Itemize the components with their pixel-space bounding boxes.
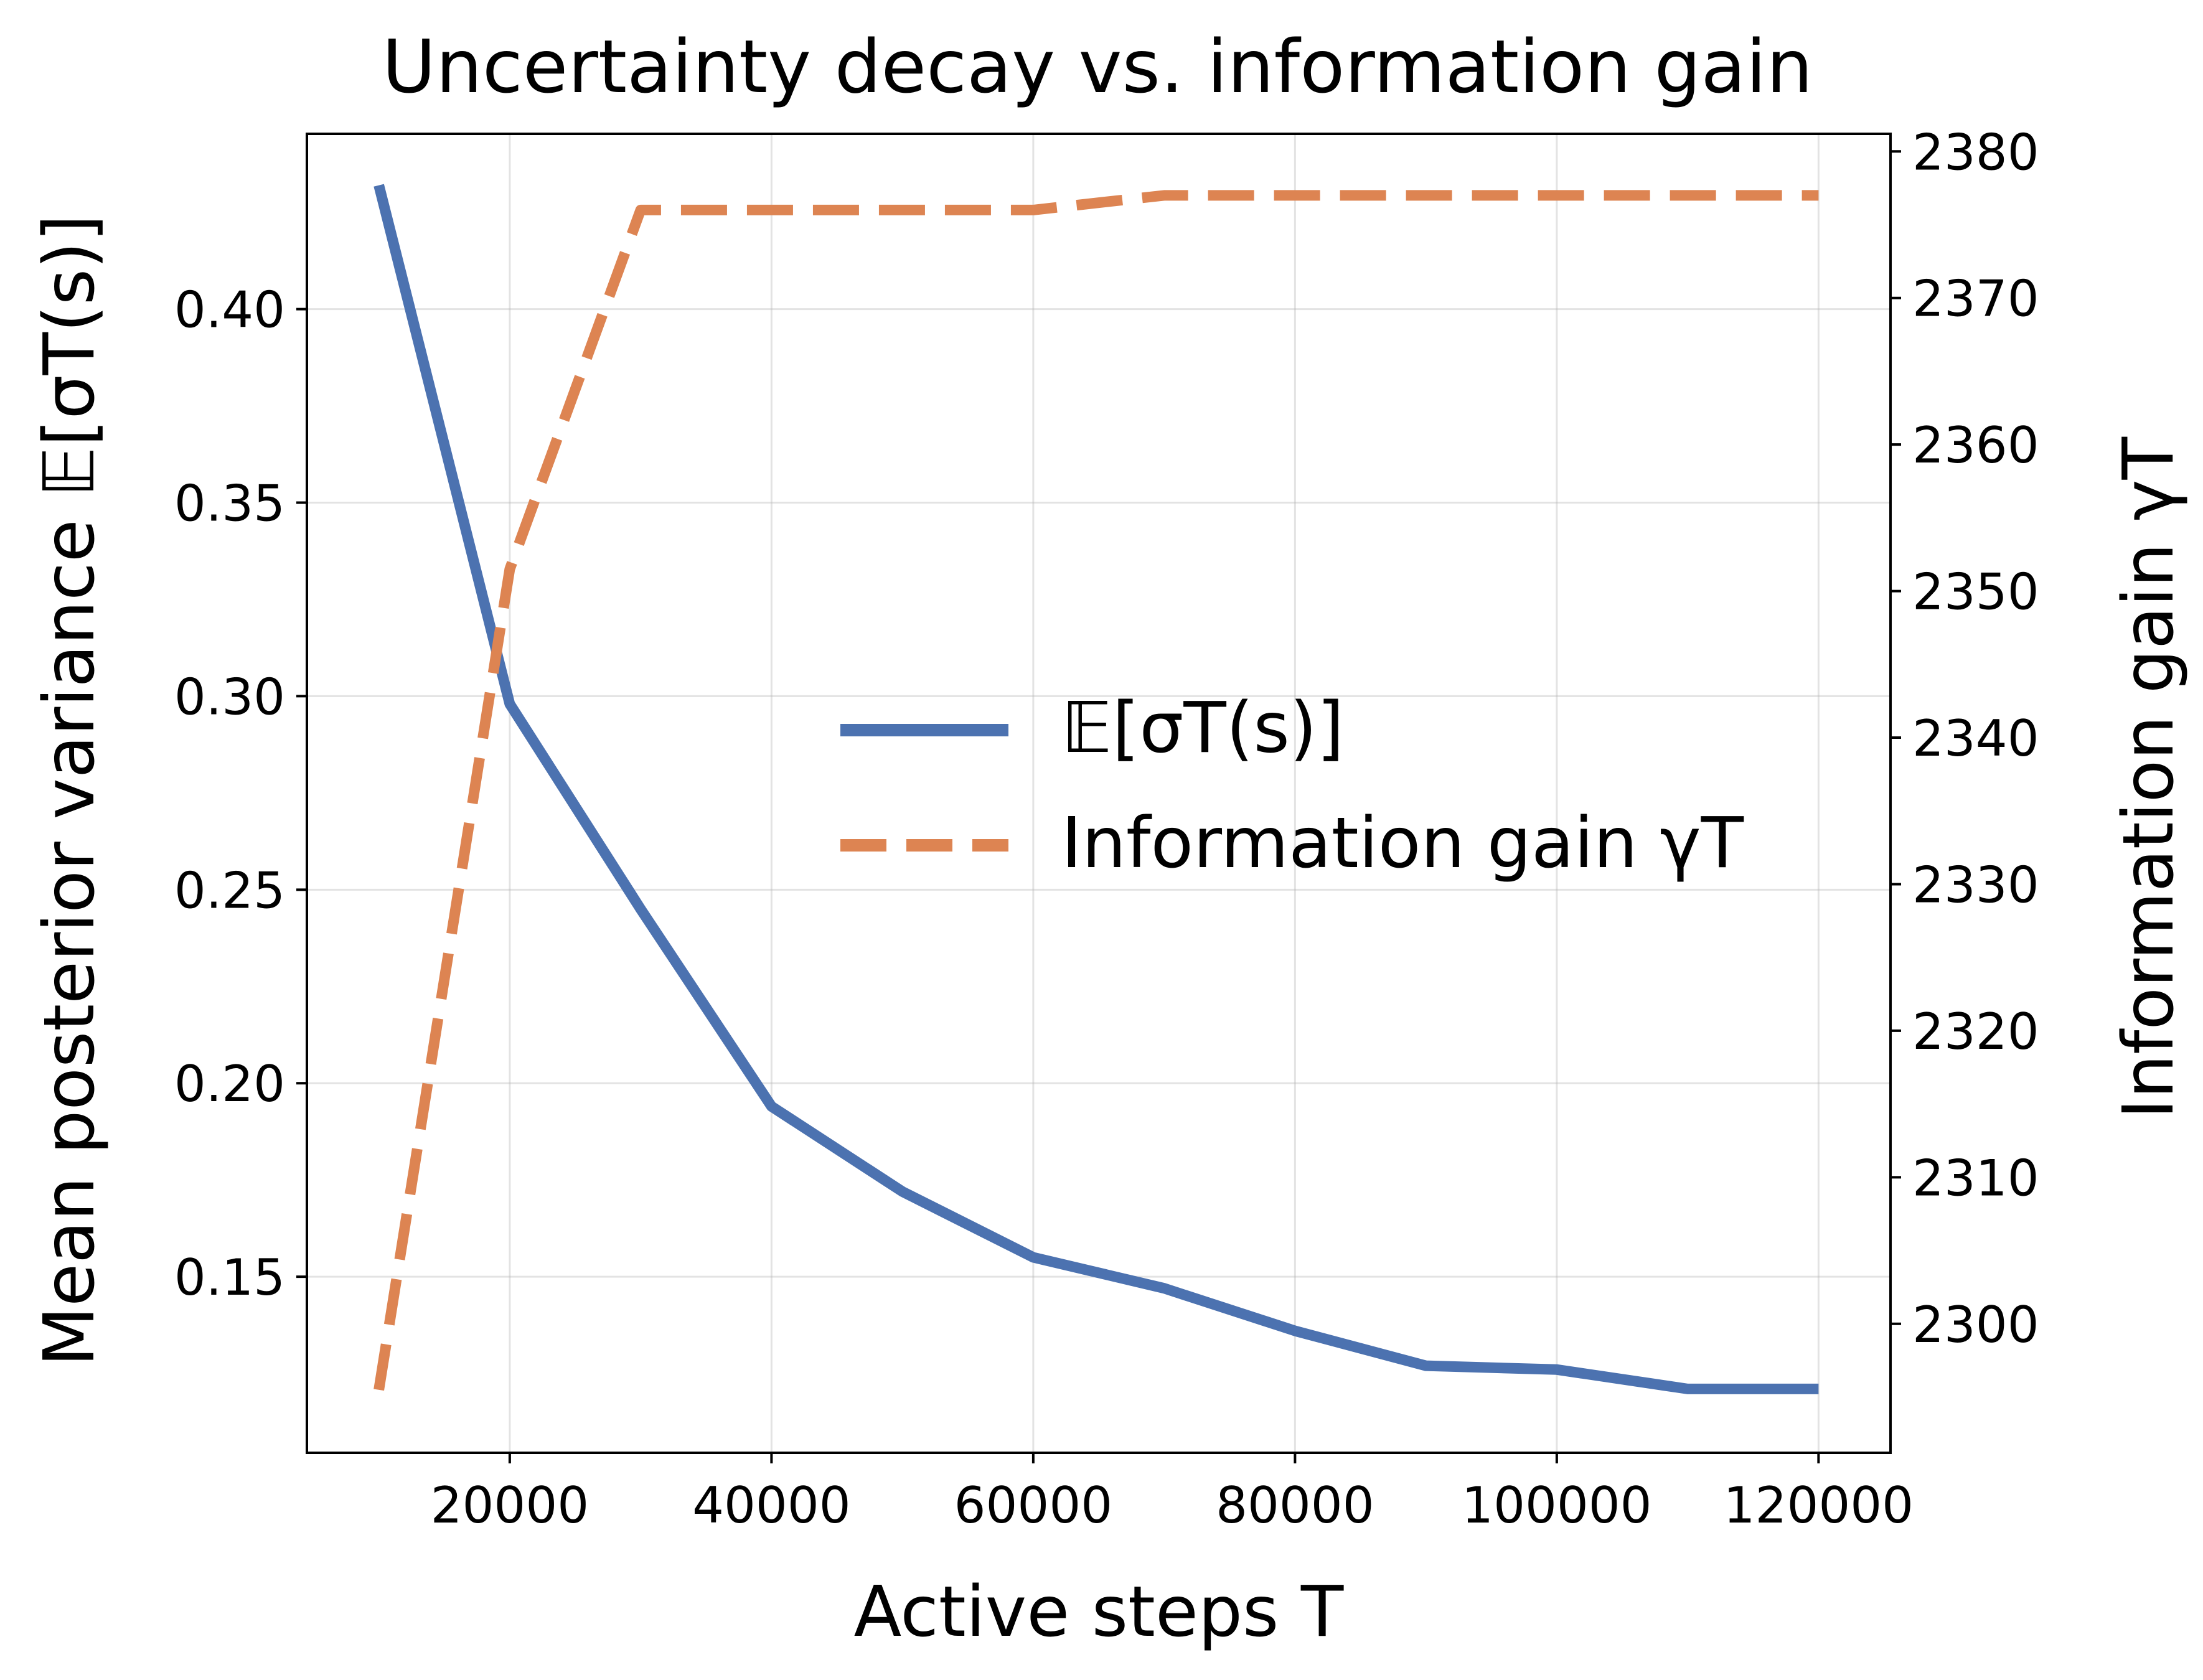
x-axis-label: Active steps T [854, 1572, 1344, 1653]
y-tick-label-left: 0.30 [174, 668, 285, 726]
y-tick-label-right: 2380 [1912, 123, 2039, 181]
y-axis-right: 2300 2310 2320 2330 2340 2350 2360 2370 2380 [1891, 123, 2039, 1354]
y-axis-label-right: Information gain γT [2108, 436, 2189, 1119]
y-tick-label-left: 0.35 [174, 475, 285, 533]
legend-label-information-gain: Information gain γT [1061, 803, 1744, 884]
y-tick-label-right: 2300 [1912, 1296, 2039, 1354]
series-layer [373, 184, 1819, 1394]
series-line-variance [373, 184, 1819, 1394]
y-tick-label-right: 2310 [1912, 1149, 2039, 1207]
plot-frame [306, 133, 1892, 1454]
x-tick-label: 80000 [1216, 1476, 1374, 1534]
x-tick-label: 120000 [1724, 1476, 1914, 1534]
grid [307, 134, 1891, 1453]
y-tick-label-right: 2360 [1912, 416, 2039, 474]
y-tick-label-left: 0.40 [174, 281, 285, 339]
y-tick-label-left: 0.25 [174, 861, 285, 919]
y-tick-label-left: 0.20 [174, 1055, 285, 1113]
chart-title: Uncertainty decay vs. information gain [382, 24, 1813, 110]
y-tick-label-right: 2340 [1912, 710, 2039, 767]
legend: 𝔼[σT(s)] Information gain γT [840, 688, 1744, 884]
y-tick-label-right: 2330 [1912, 856, 2039, 914]
y-tick-label-right: 2320 [1912, 1003, 2039, 1061]
legend-label-variance: 𝔼[σT(s)] [1061, 688, 1344, 769]
y-tick-label-left: 0.15 [174, 1249, 285, 1307]
x-axis: 20000 40000 60000 80000 100000 120000 [431, 1453, 1914, 1534]
x-tick-label: 100000 [1462, 1476, 1651, 1534]
y-tick-label-right: 2370 [1912, 270, 2039, 328]
x-tick-label: 60000 [954, 1476, 1113, 1534]
x-tick-label: 20000 [431, 1476, 590, 1534]
y-axis-left: 0.15 0.20 0.25 0.30 0.35 0.40 [174, 281, 307, 1307]
x-tick-label: 40000 [692, 1476, 851, 1534]
y-axis-label-left: Mean posterior variance 𝔼[σT(s)] [29, 215, 110, 1367]
y-tick-label-right: 2350 [1912, 563, 2039, 621]
series-line-information-gain [373, 190, 1819, 1391]
